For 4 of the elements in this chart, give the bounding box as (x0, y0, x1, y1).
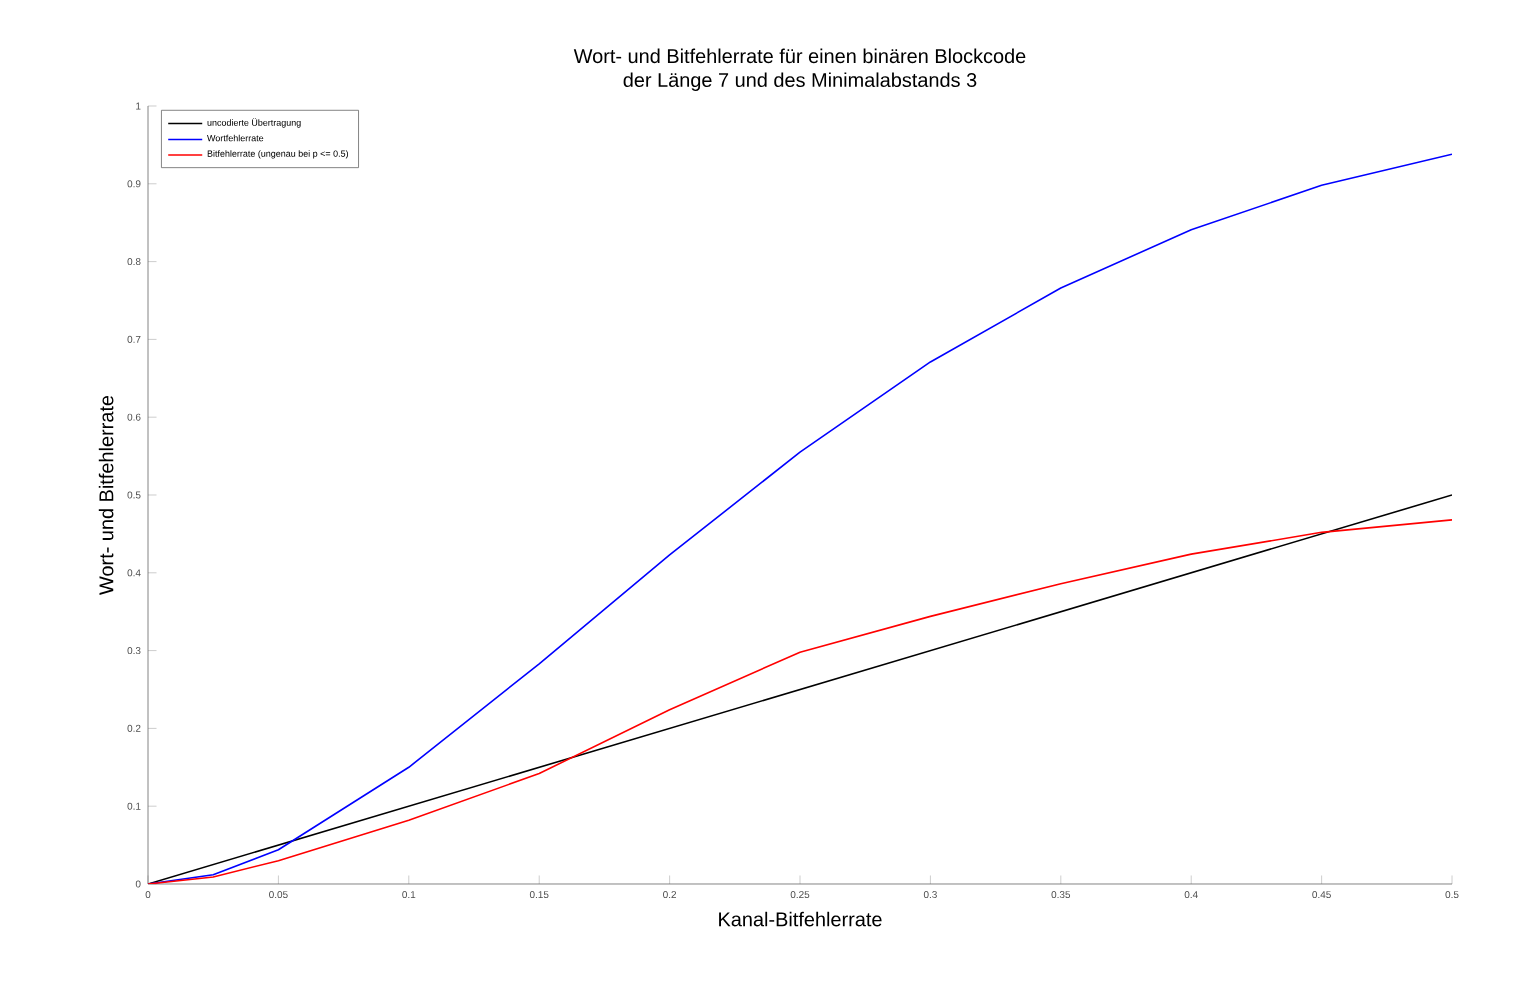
chart-title: Wort- und Bitfehlerrate für einen binären Blockcode (573, 48, 1026, 64)
chart-subtitle: der Länge 7 und des Minimalabstands 3 (623, 72, 977, 91)
x-axis-title: Kanal-Bitfehlerrate (719, 911, 882, 927)
y-axis-title: Wort- und Bitfehlerrate (98, 395, 114, 595)
